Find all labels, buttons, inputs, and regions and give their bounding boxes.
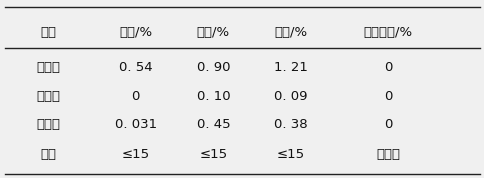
Text: 0. 10: 0. 10 [196,90,230,103]
Text: 最大值: 最大值 [36,61,60,74]
Text: 中石/%: 中石/% [197,25,229,39]
Text: 最小值: 最小值 [36,90,60,103]
Text: 0. 09: 0. 09 [273,90,307,103]
Text: 0: 0 [383,118,392,131]
Text: ≤15: ≤15 [121,148,150,161]
Text: 0. 54: 0. 54 [119,61,152,74]
Text: 1. 21: 1. 21 [273,61,307,74]
Text: 平均值: 平均值 [36,118,60,131]
Text: 0. 38: 0. 38 [273,118,307,131]
Text: 小石/%: 小石/% [274,25,307,39]
Text: 标准: 标准 [41,148,56,161]
Text: 0. 031: 0. 031 [115,118,156,131]
Text: 不允许: 不允许 [375,148,399,161]
Text: ≤15: ≤15 [276,148,304,161]
Text: 0: 0 [131,90,140,103]
Text: 大石/%: 大石/% [119,25,152,39]
Text: 泥块含量/%: 泥块含量/% [363,25,412,39]
Text: 0: 0 [383,90,392,103]
Text: 0. 45: 0. 45 [196,118,230,131]
Text: 0: 0 [383,61,392,74]
Text: ≤15: ≤15 [199,148,227,161]
Text: 项目: 项目 [41,25,56,39]
Text: 0. 90: 0. 90 [196,61,230,74]
